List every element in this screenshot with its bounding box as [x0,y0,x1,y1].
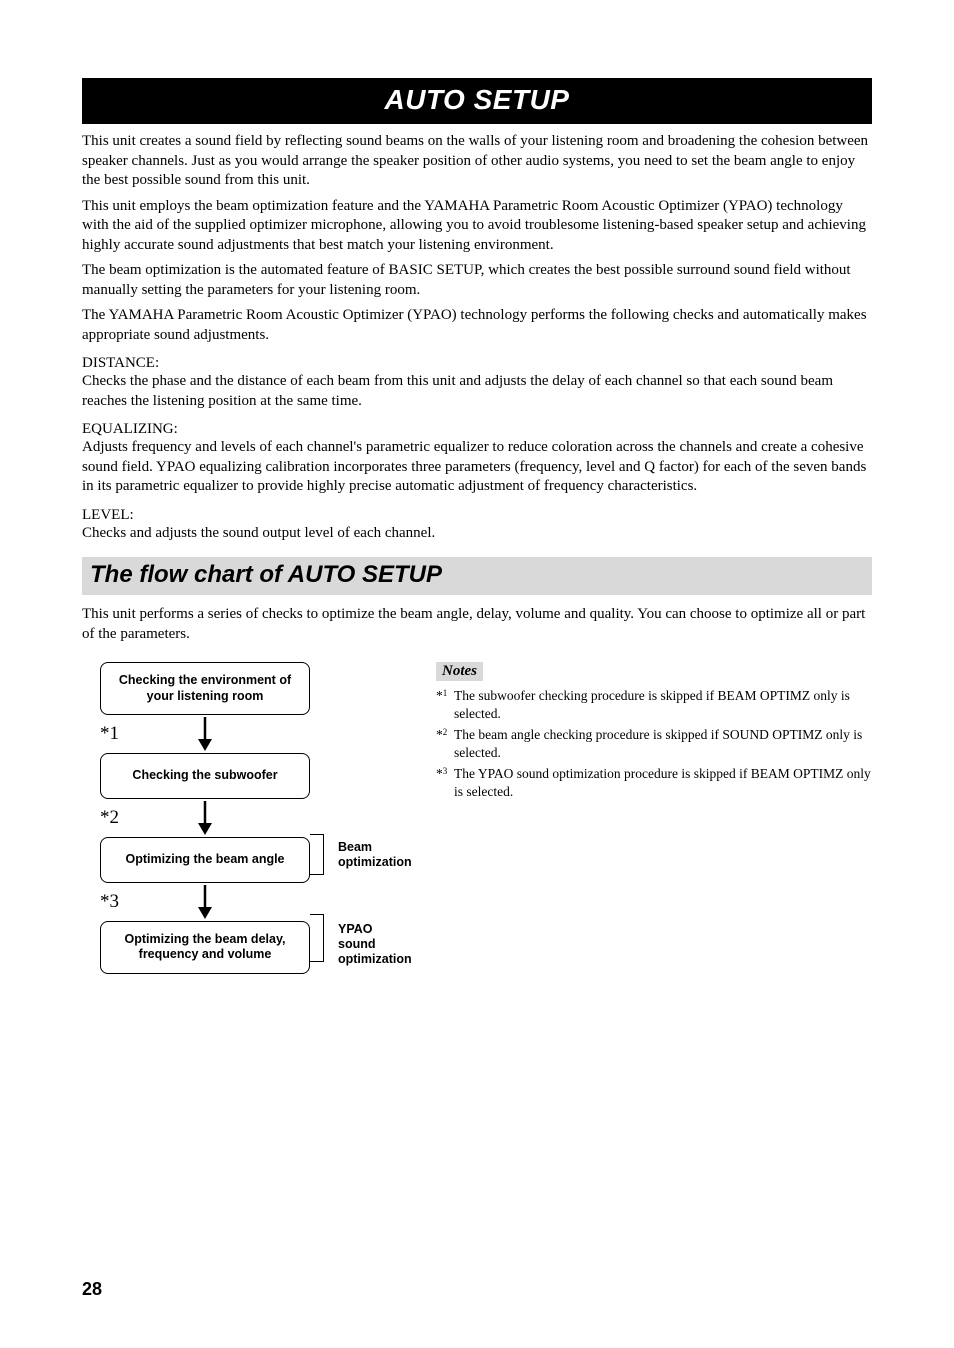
connector-beam [310,834,324,875]
flow-box-beam-delay: Optimizing the beam delay, frequency and… [100,921,310,974]
flow-box-environment: Checking the environment of your listeni… [100,662,310,715]
note-marker: *1 [436,687,454,722]
level-label: LEVEL: [82,507,872,524]
flow-arrow-2: *2 [100,801,310,835]
page-number: 28 [82,1279,102,1300]
intro-p1: This unit creates a sound field by refle… [82,132,872,191]
note-item: *1 The subwoofer checking procedure is s… [436,687,872,722]
note-item: *3 The YPAO sound optimization procedure… [436,765,872,800]
label-ypao-optimization: YPAO sound optimization [338,922,412,967]
notes-section: Notes *1 The subwoofer checking procedur… [436,662,872,974]
section-intro: This unit performs a series of checks to… [82,605,872,644]
arrow-down-icon [196,801,214,835]
intro-p3: The beam optimization is the automated f… [82,261,872,300]
page-title: AUTO SETUP [82,78,872,124]
note-text: The beam angle checking procedure is ski… [454,726,872,761]
intro-section: This unit creates a sound field by refle… [82,132,872,345]
label-ypao-l2: optimization [338,952,412,966]
flowchart: Checking the environment of your listeni… [82,662,412,974]
definition-level: LEVEL: Checks and adjusts the sound outp… [82,507,872,544]
intro-p2: This unit employs the beam optimization … [82,197,872,256]
connector-ypao [310,914,324,962]
definition-distance: DISTANCE: Checks the phase and the dista… [82,355,872,411]
intro-p4: The YAMAHA Parametric Room Acoustic Opti… [82,306,872,345]
label-ypao-l1: YPAO sound [338,922,376,951]
section-heading: The flow chart of AUTO SETUP [82,557,872,595]
flow-arrow-3: *3 [100,885,310,919]
asterisk-3: *3 [100,891,119,913]
equalizing-label: EQUALIZING: [82,421,872,438]
notes-list: *1 The subwoofer checking procedure is s… [436,687,872,800]
asterisk-1: *1 [100,723,119,745]
notes-heading: Notes [436,662,483,681]
level-text: Checks and adjusts the sound output leve… [82,524,872,544]
distance-text: Checks the phase and the distance of eac… [82,372,872,411]
note-marker: *2 [436,726,454,761]
label-beam-l1: Beam [338,840,372,854]
note-marker: *3 [436,765,454,800]
distance-label: DISTANCE: [82,355,872,372]
arrow-down-icon [196,885,214,919]
flow-box-beam-angle: Optimizing the beam angle [100,837,310,883]
arrow-down-icon [196,717,214,751]
asterisk-2: *2 [100,807,119,829]
flow-arrow-1: *1 [100,717,310,751]
flow-box-subwoofer: Checking the subwoofer [100,753,310,799]
note-item: *2 The beam angle checking procedure is … [436,726,872,761]
note-text: The YPAO sound optimization procedure is… [454,765,872,800]
equalizing-text: Adjusts frequency and levels of each cha… [82,438,872,497]
label-beam-optimization: Beam optimization [338,840,412,870]
label-beam-l2: optimization [338,855,412,869]
note-text: The subwoofer checking procedure is skip… [454,687,872,722]
definition-equalizing: EQUALIZING: Adjusts frequency and levels… [82,421,872,497]
